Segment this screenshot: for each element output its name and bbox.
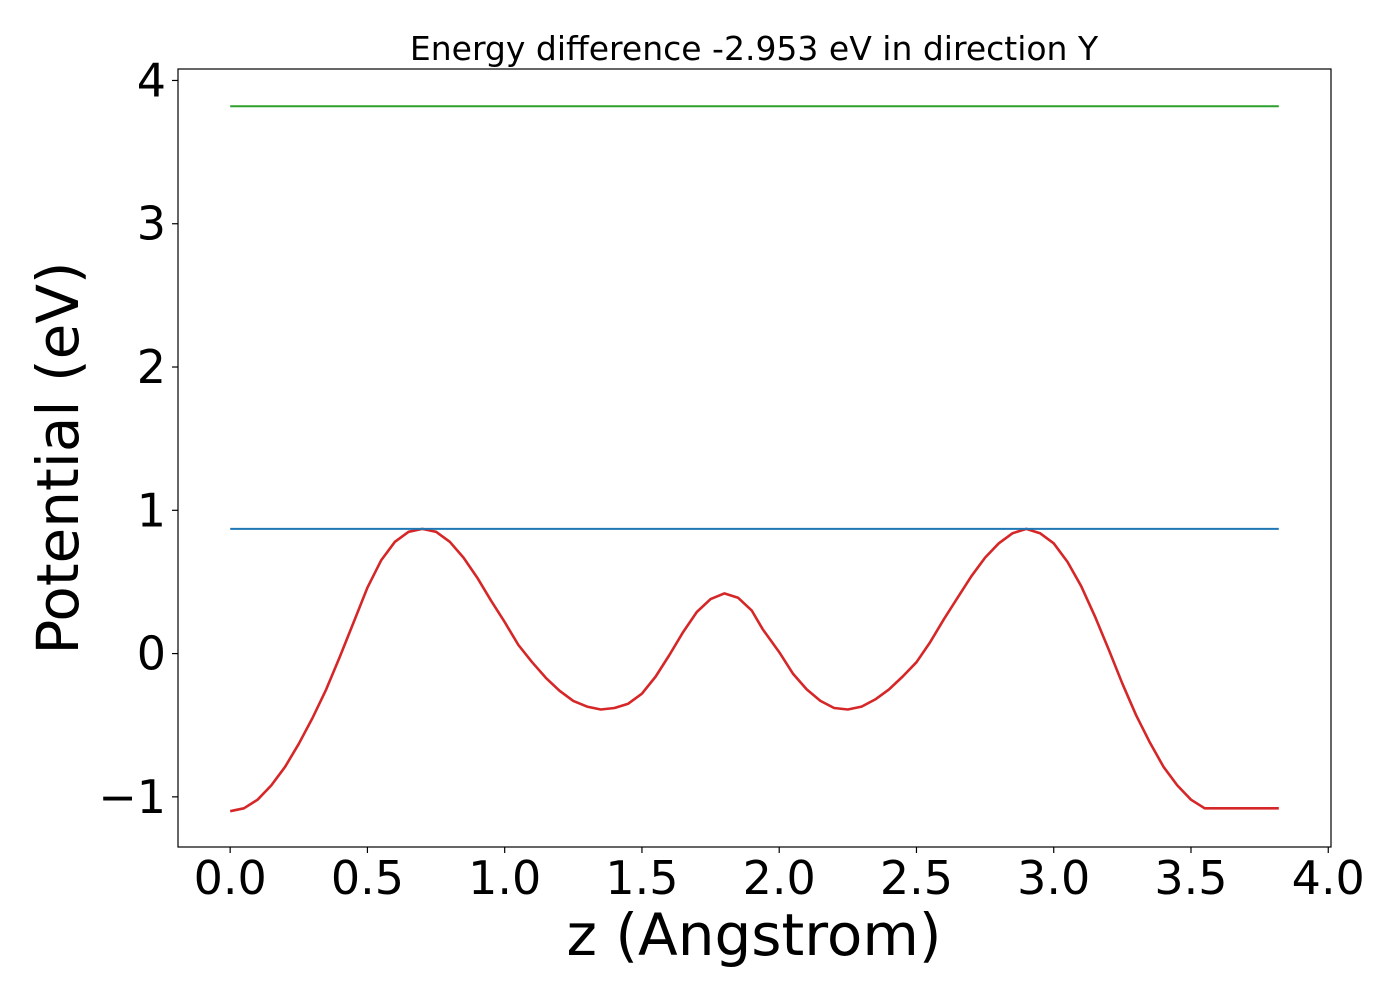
x-tick-label: 2.5 [880,851,953,905]
x-tick-label: 3.0 [1017,851,1090,905]
x-tick-label: 4.0 [1292,851,1365,905]
y-ticks: −1 0 1 2 3 4 [98,53,178,824]
x-tick-label: 3.5 [1154,851,1227,905]
x-axis-label: z (Angstrom) [567,901,942,969]
x-tick-label: 1.5 [605,851,678,905]
y-tick-label: 2 [137,340,166,394]
x-ticks: 0.0 0.5 1.0 1.5 2.0 2.5 3.0 3.5 4.0 [194,847,1365,905]
x-tick-label: 1.0 [468,851,541,905]
y-tick-label: −1 [98,770,166,824]
x-tick-label: 2.0 [743,851,816,905]
series-layer [229,105,1279,813]
y-tick-label: 0 [137,627,166,681]
chart-title: Energy difference -2.953 eV in direction… [410,29,1099,68]
series-line-0 [229,527,1279,813]
plot-frame [177,68,1332,848]
y-tick-label: 1 [137,483,166,537]
y-axis-label: Potential (eV) [24,261,92,654]
y-tick-label: 3 [137,197,166,251]
x-tick-label: 0.5 [331,851,404,905]
y-tick-label: 4 [137,53,166,107]
x-tick-label: 0.0 [194,851,267,905]
